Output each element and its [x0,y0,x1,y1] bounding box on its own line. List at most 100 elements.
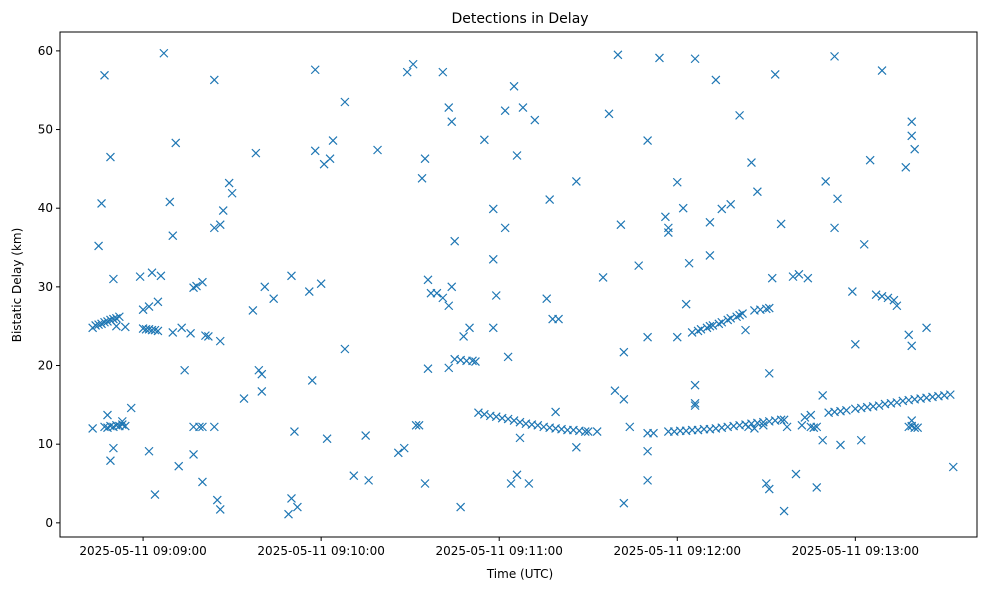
data-point-x-marker [479,135,489,145]
data-point-x-marker [310,65,320,75]
data-point-x-marker [209,75,219,85]
data-point-x-marker [634,261,644,271]
data-point-x-marker [290,427,299,437]
data-point-x-marker [776,219,786,229]
data-point-x-marker [186,328,196,338]
data-point-x-marker [200,331,210,341]
data-point-x-marker [408,59,418,69]
data-point-x-marker [907,117,917,127]
data-point-x-marker [198,422,207,432]
data-point-x-marker [203,331,213,341]
data-point-x-marker [717,317,727,327]
data-point-x-marker [776,415,786,425]
data-point-x-marker [94,320,104,330]
data-point-x-marker [147,268,157,278]
data-point-x-marker [904,330,914,340]
data-point-x-marker [741,325,750,335]
data-point-x-marker [619,498,629,508]
data-point-x-marker [533,420,543,430]
data-point-x-marker [292,502,302,512]
y-tick-label: 50 [38,123,53,137]
data-point-x-marker [500,106,510,116]
y-tick-label: 10 [38,437,53,451]
data-point-x-marker [910,423,920,433]
data-point-x-marker [420,479,430,488]
data-point-x-marker [361,431,371,440]
data-point-x-marker [672,177,682,187]
x-tick-label: 2025-05-11 09:10:00 [257,544,384,558]
data-point-x-marker [518,103,528,112]
data-point-x-marker [364,475,374,485]
data-point-x-marker [830,51,839,61]
data-point-x-marker [655,53,664,63]
data-point-x-marker [649,428,658,438]
data-point-x-marker [877,291,887,301]
data-point-x-marker [108,443,118,453]
data-point-x-marker [287,271,296,281]
data-point-x-marker [471,357,480,367]
data-point-x-marker [818,435,828,445]
data-point-x-marker [515,417,525,427]
data-point-x-marker [393,448,403,458]
data-point-x-marker [883,293,893,303]
data-point-x-marker [803,273,813,283]
data-point-x-marker [892,301,902,311]
data-point-x-marker [922,323,931,333]
data-point-x-marker [705,250,715,260]
data-point-x-marker [907,131,917,141]
data-point-x-marker [889,295,899,305]
data-point-x-marker [871,290,881,300]
data-point-x-marker [910,144,920,154]
data-point-x-marker [180,365,190,375]
x-axis-label: Time (UTC) [486,567,553,581]
data-point-x-marker [794,269,804,279]
data-point-x-marker [717,204,727,214]
data-point-x-marker [399,443,409,453]
data-point-x-marker [571,177,581,186]
data-point-x-marker [613,50,623,60]
data-point-x-marker [349,471,359,481]
data-point-x-marker [616,220,626,230]
data-point-x-marker [171,138,181,148]
data-point-x-marker [948,462,958,472]
data-point-x-marker [506,479,516,488]
data-point-x-marker [153,297,163,307]
data-point-x-marker [726,199,736,209]
data-point-x-marker [248,306,258,315]
data-point-x-marker [156,271,166,281]
data-point-x-marker [788,272,798,282]
data-point-x-marker [307,376,317,385]
data-point-x-marker [88,424,98,433]
data-point-x-marker [711,75,721,85]
data-point-x-marker [761,479,771,488]
data-point-x-marker [450,236,460,246]
data-point-x-marker [779,415,789,425]
data-point-x-marker [551,407,561,417]
data-point-x-marker [782,422,792,432]
data-point-x-marker [325,154,335,164]
data-point-x-marker [103,410,112,420]
y-tick-label: 40 [38,201,53,215]
data-point-x-marker [447,282,457,292]
data-point-x-marker [681,299,691,309]
data-point-x-marker [812,483,822,492]
data-point-x-marker [224,178,234,188]
data-point-x-marker [177,323,187,333]
data-point-x-marker [120,322,130,332]
data-point-x-marker [111,321,121,331]
chart-title: Detections in Delay [451,11,588,27]
data-point-x-marker [833,194,842,204]
data-point-x-marker [643,136,653,145]
data-point-x-marker [114,312,124,322]
data-point-x-marker [257,387,267,396]
data-point-x-marker [571,442,581,452]
data-point-x-marker [625,422,635,432]
data-point-x-marker [284,509,293,519]
data-point-x-marker [690,54,700,64]
data-point-x-marker [818,390,828,400]
data-point-x-marker [423,275,433,285]
data-point-x-marker [690,398,700,408]
data-point-x-marker [328,136,338,145]
data-point-x-marker [524,479,534,488]
data-point-x-marker [836,440,845,450]
